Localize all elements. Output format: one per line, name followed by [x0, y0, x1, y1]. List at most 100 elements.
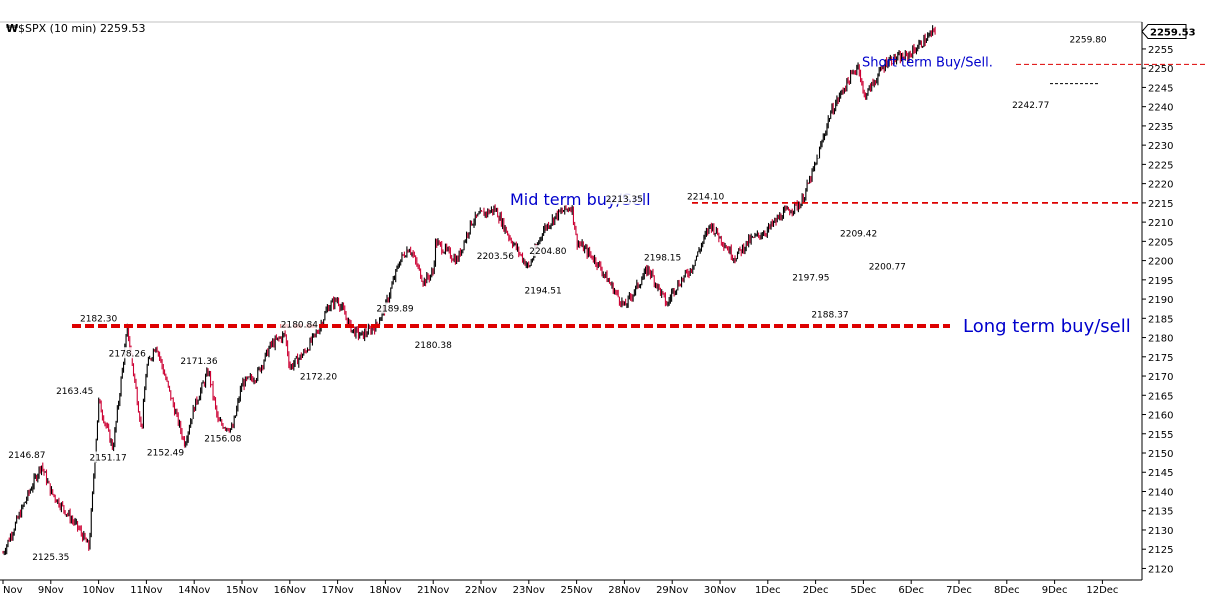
callout-box [414, 339, 453, 351]
x-tick-label: 30Nov [704, 585, 736, 596]
y-tick-label: 2135 [1148, 507, 1173, 518]
last-price-label: 2259.53 [1150, 28, 1196, 39]
y-tick-label: 2220 [1148, 180, 1173, 191]
y-tick-label: 2240 [1148, 103, 1173, 114]
callout-label: 2209.42 [840, 229, 877, 239]
x-tick-label: 15Nov [226, 585, 258, 596]
callout-label: 2182.30 [80, 315, 117, 325]
callout-label: 2194.51 [525, 287, 562, 297]
y-tick-label: 2180 [1148, 334, 1173, 345]
callout-box [7, 449, 46, 461]
short-term-label: Short term Buy/Sell. [862, 55, 993, 70]
callout-label: 2171.36 [180, 357, 217, 367]
x-tick-label: 14Nov [178, 585, 210, 596]
callout-label: 2198.15 [644, 254, 681, 264]
callout-box [1011, 99, 1050, 111]
callouts-layer: 2146.87 2125.35 2163.45 2151.17 2182.30 2178.… [7, 33, 1108, 563]
callout-box [528, 245, 567, 257]
callout-box [179, 354, 218, 366]
callout-box [810, 308, 849, 320]
callout-box [280, 318, 319, 330]
callout-box [299, 370, 338, 382]
y-tick-label: 2130 [1148, 526, 1173, 537]
callout-box [476, 249, 515, 261]
x-tick-label: 8Dec [994, 585, 1020, 596]
y-tick-label: 2165 [1148, 391, 1173, 402]
callout-label: 2156.08 [204, 435, 241, 445]
x-tick-label: 28Nov [608, 585, 640, 596]
callout-label: 2204.80 [529, 247, 566, 257]
callout-box [605, 193, 644, 205]
callout-box [791, 271, 830, 283]
long-term-label: Long term buy/sell [963, 316, 1131, 337]
callout-label: 2214.10 [687, 192, 724, 202]
x-tick-label: 23Nov [513, 585, 545, 596]
x-tick-label: 21Nov [417, 585, 449, 596]
callout-box [55, 385, 94, 397]
last-price-tag [1141, 24, 1187, 40]
chart-symbol-icon: ₩ [6, 22, 18, 35]
y-tick-label: 2175 [1148, 353, 1173, 364]
y-tick-label: 2140 [1148, 487, 1173, 498]
y-tick-label: 2250 [1148, 64, 1173, 75]
price-bars [2, 25, 936, 556]
x-tick-label: 1Dec [755, 585, 781, 596]
y-tick-label: 2125 [1148, 545, 1173, 556]
callout-box [686, 190, 725, 202]
callout-label: 2259.80 [1069, 35, 1106, 45]
callout-label: 2200.77 [869, 263, 906, 273]
y-tick-label: 2145 [1148, 468, 1173, 479]
callout-box [79, 312, 118, 324]
x-tick-label: 11Nov [130, 585, 162, 596]
callout-label: 2152.49 [147, 448, 184, 458]
callout-box [839, 227, 878, 239]
y-tick-label: 2150 [1148, 449, 1173, 460]
callout-box [868, 260, 907, 272]
callout-label: 2146.87 [8, 451, 45, 461]
x-tick-label: 18Nov [369, 585, 401, 596]
callout-box [1069, 33, 1108, 45]
y-tick-label: 2225 [1148, 160, 1173, 171]
chart-header: ₩ $SPX (10 min) 2259.53 [6, 22, 145, 35]
callout-label: 2180.38 [415, 341, 452, 351]
y-tick-label: 2155 [1148, 430, 1173, 441]
callout-label: 2189.89 [376, 304, 413, 314]
x-tick-label: 29Nov [656, 585, 688, 596]
callout-label: 2125.35 [32, 553, 69, 563]
callout-box [108, 347, 147, 359]
chart-title: $SPX (10 min) 2259.53 [18, 22, 145, 35]
callout-label: 2163.45 [56, 387, 93, 397]
x-tick-label: 2Dec [803, 585, 829, 596]
callout-label: 2172.20 [300, 373, 337, 383]
callout-box [89, 451, 128, 463]
x-tick-label: 12Dec [1086, 585, 1118, 596]
x-tick-label: 7Dec [946, 585, 972, 596]
callout-label: 2178.26 [109, 349, 146, 359]
y-tick-label: 2210 [1148, 218, 1173, 229]
x-axis: Nov 9Nov 10Nov 11Nov 14Nov 15Nov 16Nov 17Nov 18N… [2, 580, 1118, 596]
y-tick-label: 2230 [1148, 141, 1173, 152]
callout-box [375, 302, 414, 314]
y-tick-label: 2195 [1148, 276, 1173, 287]
y-tick-label: 2200 [1148, 257, 1173, 268]
callout-box [203, 432, 242, 444]
y-axis: 2120 2125 2130 2135 2140 2145 2150 2155 2160 2165… [1141, 24, 1196, 575]
callout-label: 2213.35 [606, 195, 643, 205]
callout-label: 2180.84 [281, 320, 318, 330]
x-tick-label: 5Dec [851, 585, 877, 596]
y-tick-label: 2160 [1148, 411, 1173, 422]
x-tick-label: 17Nov [321, 585, 353, 596]
y-tick-label: 2215 [1148, 199, 1173, 210]
callout-box [524, 284, 563, 296]
callout-box [31, 550, 70, 562]
y-tick-label: 2190 [1148, 295, 1173, 306]
callout-label: 2197.95 [792, 273, 829, 283]
callout-label: 2151.17 [90, 454, 127, 464]
y-tick-label: 2255 [1148, 45, 1173, 56]
y-tick-label: 2185 [1148, 314, 1173, 325]
y-tick-label: 2120 [1148, 564, 1173, 575]
x-tick-label: 16Nov [274, 585, 306, 596]
x-tick-label: Nov [3, 585, 23, 596]
